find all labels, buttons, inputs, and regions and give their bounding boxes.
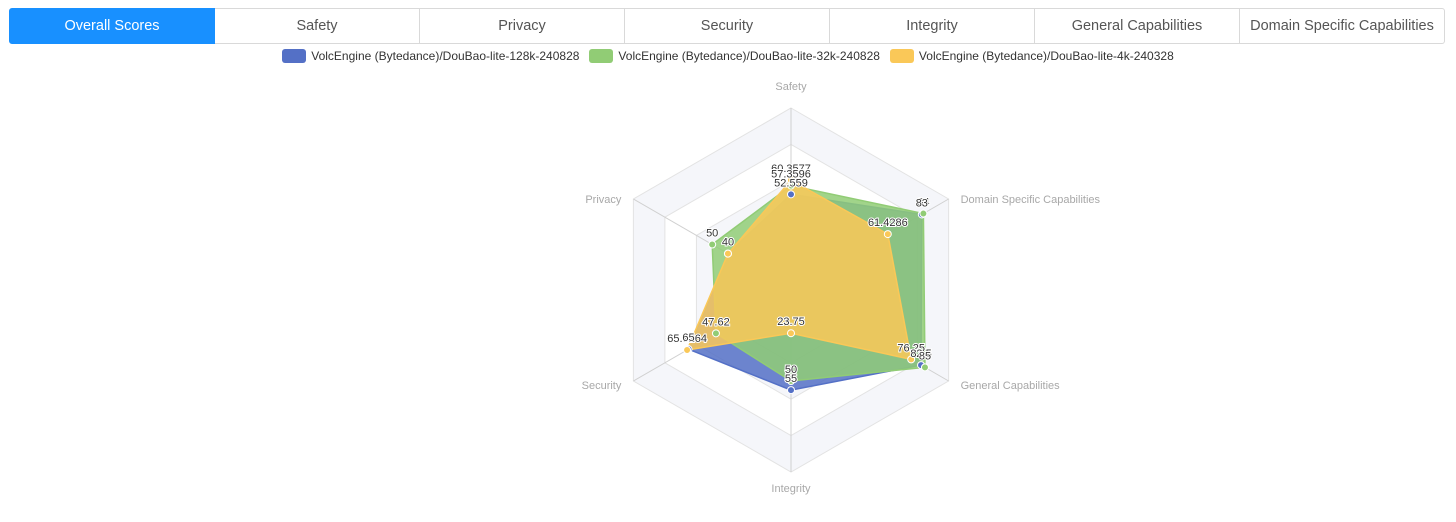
data-label-14: 65 [682,332,694,344]
axis-label-integrity: Integrity [771,483,811,495]
data-label-3: 84 [917,197,929,209]
series-3-point-5[interactable] [723,249,732,258]
tab-bar: Overall Scores Safety Privacy Security I… [9,8,1445,44]
data-label-0: 60.3577 [771,163,811,175]
data-label-5: 61.4286 [868,217,908,229]
data-label-9: 50 [785,364,797,376]
data-label-4: 83 [916,197,928,209]
legend-item-series-1[interactable]: VolcEngine (Bytedance)/DouBao-lite-128k-… [282,49,579,63]
axis-label-general-capabilities: General Capabilities [961,380,1061,392]
legend-label-series-2: VolcEngine (Bytedance)/DouBao-lite-32k-2… [618,49,880,63]
tab-integrity[interactable]: Integrity [830,8,1035,44]
series-2-point-1[interactable] [919,209,928,218]
legend-item-series-2[interactable]: VolcEngine (Bytedance)/DouBao-lite-32k-2… [589,49,880,63]
series-3-point-0[interactable] [787,176,795,185]
radar-series [683,176,929,395]
data-label-11: 23.75 [777,316,805,328]
data-label-6: 76.25 [897,342,925,354]
data-label-10: 55 [785,373,797,385]
series-3-point-1[interactable] [883,230,892,239]
radar-labels: Safety Domain Specific Capabilities Genera… [582,81,1101,495]
data-label-2: 52.559 [774,177,808,189]
axis-label-privacy: Privacy [585,194,622,206]
series-3-point-2[interactable] [907,355,916,364]
legend-swatch-series-1 [282,49,307,63]
legend-swatch-series-2 [589,49,614,63]
tab-general-capabilities[interactable]: General Capabilities [1035,8,1240,44]
series-1-point-3[interactable] [787,386,795,395]
series-3-point-3[interactable] [787,329,795,338]
data-label-16: 40 [722,237,734,249]
series-2-point-5[interactable] [708,240,717,249]
tab-domain-specific-capabilities[interactable]: Domain Specific Capabilities [1240,8,1445,44]
axis-label-safety: Safety [775,81,807,93]
tab-privacy[interactable]: Privacy [420,8,625,44]
data-label-13: 65.9264 [667,333,707,345]
series-2-point-3[interactable] [787,377,795,385]
legend-item-series-3[interactable]: VolcEngine (Bytedance)/DouBao-lite-4k-24… [889,49,1174,63]
legend-label-series-3: VolcEngine (Bytedance)/DouBao-lite-4k-24… [918,49,1174,63]
series-2-point-4[interactable] [711,329,720,338]
data-label-12: 47.62 [702,316,730,328]
data-label-8: 85 [919,350,931,362]
chart-legend: VolcEngine (Bytedance)/DouBao-lite-128k-… [0,47,1456,65]
data-label-7: 82.5 [910,348,931,360]
series-1-point-0[interactable] [787,190,795,199]
tab-safety[interactable]: Safety [215,8,420,44]
series-2-point-2[interactable] [920,363,929,372]
data-label-15: 50 [706,228,718,240]
tab-overall-scores[interactable]: Overall Scores [9,8,215,44]
data-label-1: 57.3596 [771,169,811,181]
axis-label-security: Security [582,380,622,392]
legend-label-series-1: VolcEngine (Bytedance)/DouBao-lite-128k-… [311,49,580,63]
tab-security[interactable]: Security [625,8,830,44]
legend-swatch-series-3 [889,49,914,63]
series-3-point-4[interactable] [683,345,692,354]
axis-label-domain-specific-capabilities: Domain Specific Capabilities [961,194,1101,206]
